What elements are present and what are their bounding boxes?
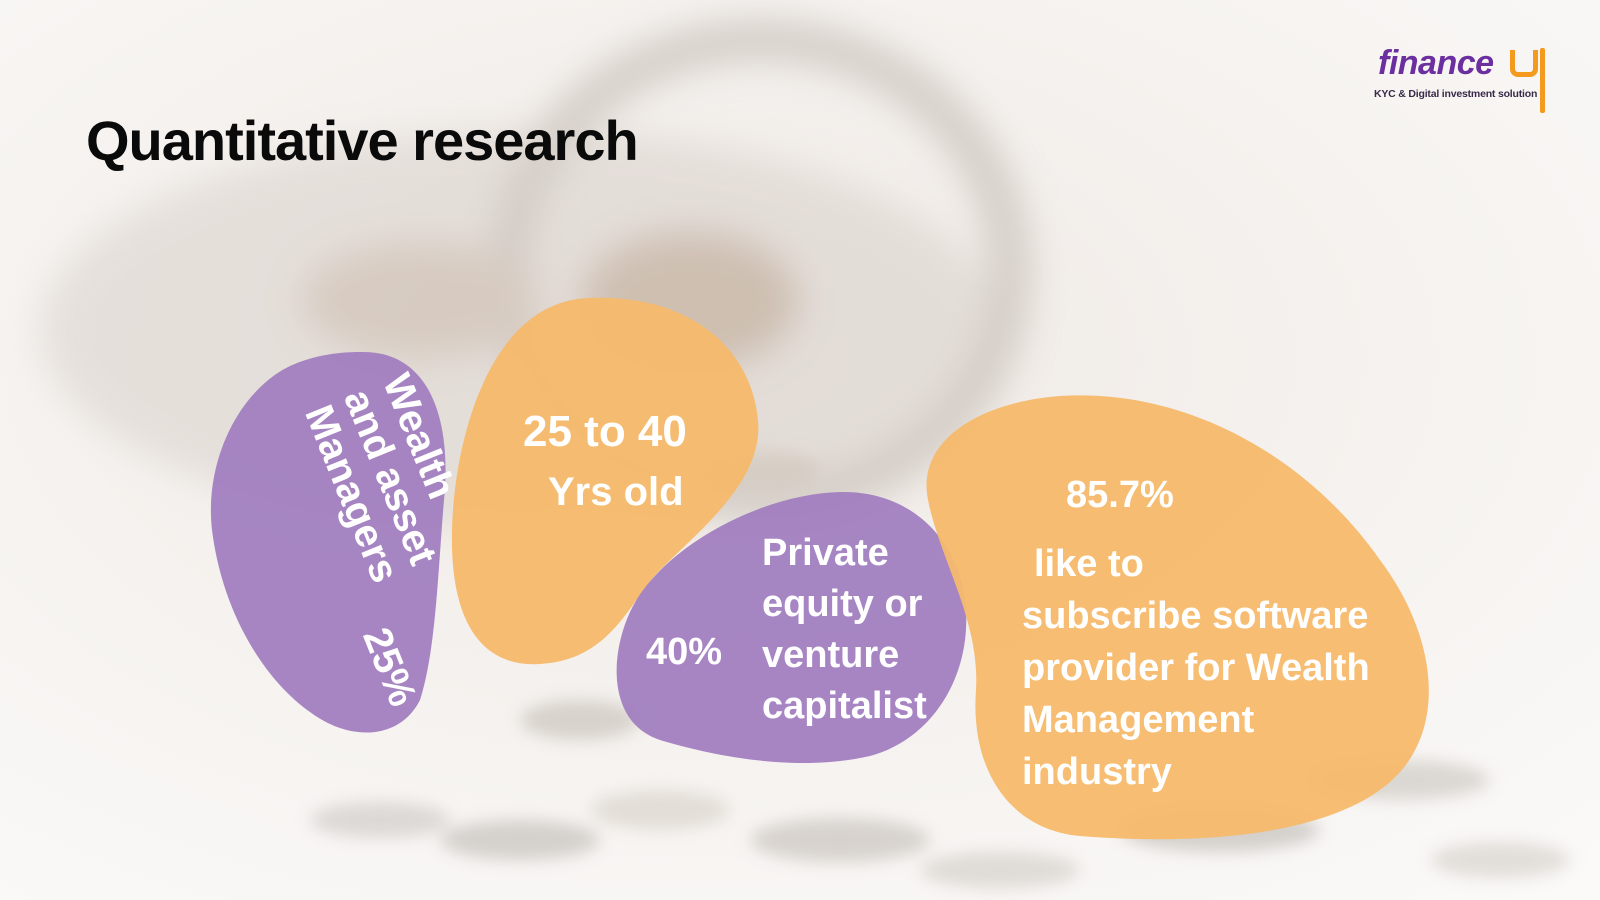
private-equity-label-line: Private bbox=[762, 532, 889, 574]
orange-blob-age bbox=[451, 297, 759, 665]
purple-blob-wealth bbox=[210, 351, 446, 733]
private-equity-value: 40% bbox=[646, 631, 723, 673]
orange-blob-subscribe bbox=[926, 395, 1429, 840]
subscribe-label-line: industry bbox=[1022, 751, 1172, 793]
slide-title: Quantitative research bbox=[86, 109, 639, 172]
subscribe-label-line: like to bbox=[1034, 543, 1144, 585]
subscribe-label-line: provider for Wealth bbox=[1022, 647, 1370, 689]
subscribe-label: like to subscribe software provider for … bbox=[1022, 538, 1370, 798]
purple-blob-private-equity bbox=[616, 491, 967, 764]
wealth-value: 25% bbox=[354, 621, 425, 713]
stat-wealth: Wealth and asset Managers 25% bbox=[224, 366, 464, 726]
private-equity-label-line: venture bbox=[762, 634, 900, 676]
financeu-logo: finance KYC & Digital investment solutio… bbox=[1372, 44, 1550, 114]
private-equity-label-line: equity or bbox=[762, 583, 923, 625]
private-equity-label-line: capitalist bbox=[762, 685, 927, 727]
subscribe-label-line: Management bbox=[1022, 699, 1255, 741]
logo-bar-icon bbox=[1540, 48, 1545, 113]
age-unit: Yrs old bbox=[548, 470, 684, 514]
logo-u-mark-icon bbox=[1510, 50, 1538, 77]
subscribe-value: 85.7% bbox=[1066, 474, 1174, 516]
subscribe-label-line: subscribe software bbox=[1022, 595, 1369, 637]
logo-tagline: KYC & Digital investment solution bbox=[1374, 88, 1538, 100]
logo-wordmark: finance bbox=[1378, 44, 1494, 82]
age-range: 25 to 40 bbox=[523, 407, 687, 456]
private-equity-label: Private equity or venture capitalist bbox=[762, 528, 927, 732]
